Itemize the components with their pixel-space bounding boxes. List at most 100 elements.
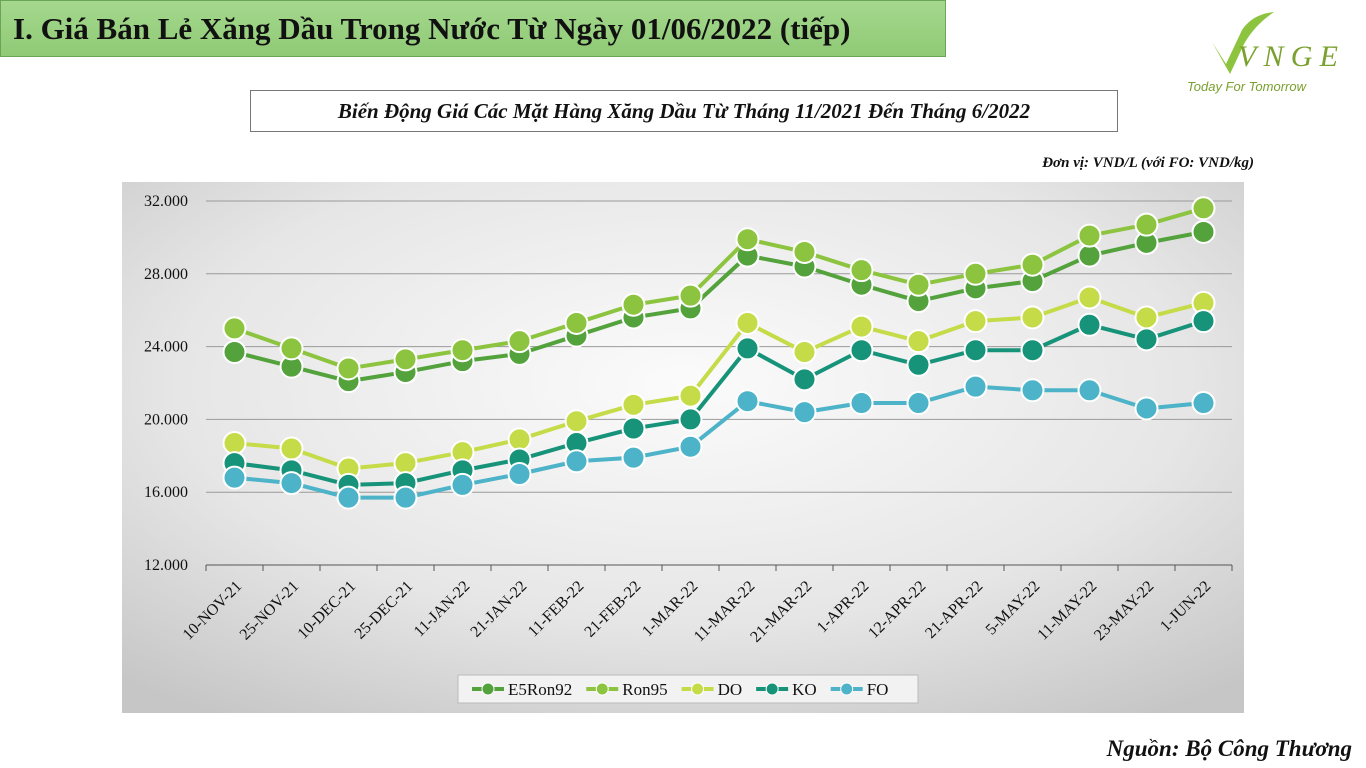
data-point xyxy=(906,352,931,377)
data-point xyxy=(1020,252,1045,277)
series-fo xyxy=(222,374,1216,510)
data-point xyxy=(1134,396,1159,421)
data-point xyxy=(507,329,532,354)
legend-label: DO xyxy=(718,680,743,699)
logo-leaf-icon xyxy=(1212,12,1274,74)
chart-area: 10-NOV-21 25-NOV-21 10-DEC-21 25-DEC-21 11-J… xyxy=(122,182,1244,713)
data-point xyxy=(678,383,703,408)
data-point xyxy=(621,292,646,317)
data-point xyxy=(792,239,817,264)
data-point xyxy=(906,272,931,297)
data-point xyxy=(1077,378,1102,403)
data-point xyxy=(792,340,817,365)
data-point xyxy=(1020,305,1045,330)
legend-label: E5Ron92 xyxy=(508,680,572,699)
y-tick-label: 32.000 xyxy=(144,193,188,210)
header-banner: I. Giá Bán Lẻ Xăng Dầu Trong Nước Từ Ngà… xyxy=(0,0,946,57)
data-point xyxy=(849,314,874,339)
legend-marker xyxy=(595,682,609,696)
y-tick-label: 24.000 xyxy=(144,339,188,356)
data-point xyxy=(849,258,874,283)
legend-marker xyxy=(840,682,854,696)
chart-subtitle-box: Biến Động Giá Các Mặt Hàng Xăng Dầu Từ T… xyxy=(250,90,1118,132)
data-point xyxy=(849,391,874,416)
series-ko xyxy=(222,309,1216,497)
y-tick-label: 28.000 xyxy=(144,266,188,283)
chart-subtitle: Biến Động Giá Các Mặt Hàng Xăng Dầu Từ T… xyxy=(337,98,1031,123)
data-point xyxy=(792,400,817,425)
data-point xyxy=(507,427,532,452)
data-point xyxy=(564,409,589,434)
data-point xyxy=(678,434,703,459)
y-tick-label: 12.000 xyxy=(144,557,188,574)
data-point xyxy=(735,336,760,361)
data-point xyxy=(963,338,988,363)
vnge-logo: VNGE xyxy=(1212,12,1338,74)
legend-label: KO xyxy=(792,680,817,699)
data-point xyxy=(222,465,247,490)
y-tick-label: 20.000 xyxy=(144,411,188,428)
data-point xyxy=(1134,327,1159,352)
legend-item: E5Ron92 xyxy=(472,680,572,699)
data-point xyxy=(279,336,304,361)
data-point xyxy=(336,485,361,510)
legend-marker xyxy=(765,682,779,696)
data-point xyxy=(1134,305,1159,330)
logo-tagline: Today For Tomorrow xyxy=(1187,79,1306,94)
data-point xyxy=(963,309,988,334)
data-point xyxy=(1191,391,1216,416)
legend-item: KO xyxy=(756,680,817,699)
data-point xyxy=(792,367,817,392)
series-do xyxy=(222,285,1216,481)
data-point xyxy=(336,356,361,381)
legend-marker xyxy=(691,682,705,696)
data-point xyxy=(393,451,418,476)
data-point xyxy=(678,407,703,432)
data-point xyxy=(963,261,988,286)
data-point xyxy=(1077,223,1102,248)
data-point xyxy=(393,485,418,510)
data-point xyxy=(564,449,589,474)
data-point xyxy=(963,374,988,399)
data-point xyxy=(1020,338,1045,363)
data-point xyxy=(393,347,418,372)
data-point xyxy=(849,338,874,363)
data-point xyxy=(1134,212,1159,237)
data-point xyxy=(906,391,931,416)
legend-marker xyxy=(481,682,495,696)
legend-label: FO xyxy=(867,680,889,699)
data-point xyxy=(621,416,646,441)
data-point xyxy=(507,462,532,486)
data-point xyxy=(735,389,760,414)
data-point xyxy=(222,316,247,341)
data-point xyxy=(564,310,589,335)
logo-brand: VNGE xyxy=(1238,40,1338,73)
data-point xyxy=(1191,219,1216,244)
data-point xyxy=(222,340,247,365)
legend-item: Ron95 xyxy=(586,680,668,699)
data-point xyxy=(906,329,931,354)
legend-item: FO xyxy=(830,680,889,699)
y-tick-label: 16.000 xyxy=(144,484,188,501)
legend-item: DO xyxy=(681,680,743,699)
source-note: Nguồn: Bộ Công Thương xyxy=(1106,736,1352,761)
series-e5ron92 xyxy=(222,219,1216,394)
data-point xyxy=(678,283,703,308)
data-point xyxy=(735,310,760,335)
page-title: I. Giá Bán Lẻ Xăng Dầu Trong Nước Từ Ngà… xyxy=(13,10,851,46)
data-point xyxy=(735,227,760,252)
data-point xyxy=(450,338,475,363)
line-chart: 10-NOV-2125-NOV-2110-DEC-2125-DEC-2111-J… xyxy=(122,182,1244,713)
data-point xyxy=(621,445,646,470)
series-ron95 xyxy=(222,196,1216,381)
data-point xyxy=(279,471,304,496)
data-point xyxy=(450,472,475,497)
data-point xyxy=(279,436,304,461)
data-point xyxy=(1191,309,1216,334)
unit-note: Đơn vị: VND/L (với FO: VND/kg) xyxy=(1042,155,1254,171)
legend-label: Ron95 xyxy=(622,680,667,699)
data-point xyxy=(222,431,247,456)
data-point xyxy=(1077,285,1102,310)
data-point xyxy=(621,392,646,417)
data-point xyxy=(1077,243,1102,268)
